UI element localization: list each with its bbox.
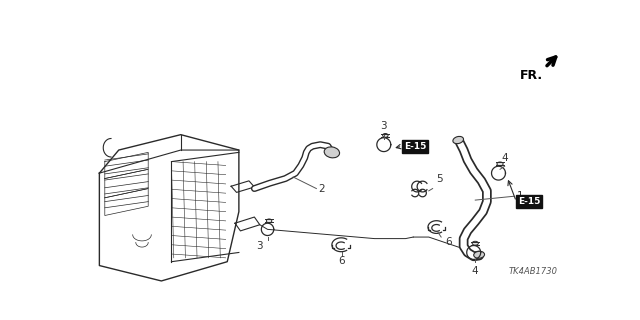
Ellipse shape	[497, 162, 503, 166]
Ellipse shape	[266, 219, 272, 223]
Text: 5: 5	[436, 173, 443, 184]
Ellipse shape	[453, 136, 463, 144]
Text: 4: 4	[472, 266, 479, 276]
Ellipse shape	[324, 147, 340, 158]
Text: 6: 6	[339, 256, 345, 266]
Text: 1: 1	[516, 191, 523, 201]
Text: E-15: E-15	[404, 142, 426, 151]
Ellipse shape	[383, 133, 388, 137]
Text: 6: 6	[445, 237, 451, 247]
Text: 4: 4	[501, 153, 508, 163]
Ellipse shape	[472, 241, 478, 245]
Text: E-15: E-15	[518, 197, 540, 206]
Ellipse shape	[474, 251, 484, 258]
Text: 2: 2	[319, 184, 325, 194]
Text: TK4AB1730: TK4AB1730	[509, 267, 558, 276]
Text: FR.: FR.	[520, 69, 543, 82]
Text: 3: 3	[257, 241, 263, 251]
Text: 3: 3	[381, 121, 387, 131]
